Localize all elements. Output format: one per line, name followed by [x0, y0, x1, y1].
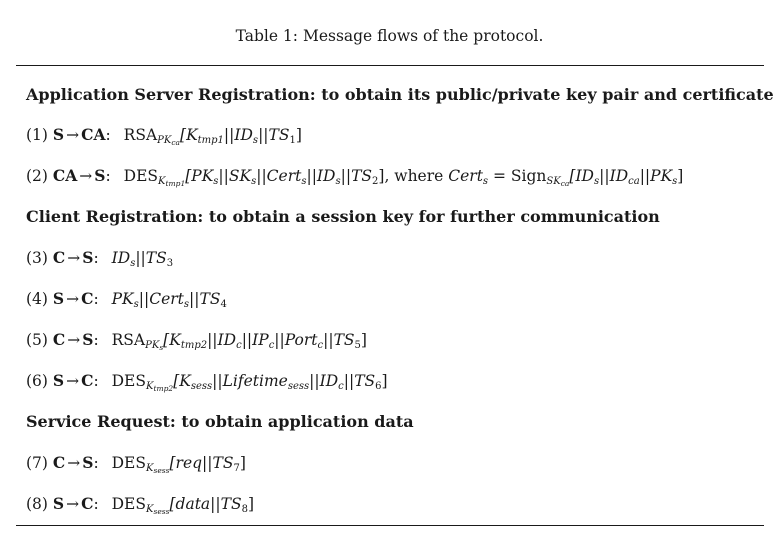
sender: S	[52, 125, 65, 144]
arrow: →	[66, 372, 80, 390]
receiver: S	[82, 248, 94, 267]
receiver: S	[94, 166, 106, 185]
top-rule	[16, 65, 764, 66]
message-expression: RSAPKs[Ktmp2||IDc||IPc||Portc||TS5]	[111, 331, 367, 352]
flow-row-7: (7) C → S: DESKsess[req||TS7]	[26, 453, 246, 475]
flow-number: (4)	[26, 290, 48, 308]
flow-number: (3)	[26, 249, 48, 267]
flow-row-1: (1) S → CA: RSAPKca[Ktmp1||IDs||TS1]	[26, 125, 302, 147]
table-caption: Table 1: Message flows of the protocol.	[235, 27, 544, 45]
colon: :	[93, 331, 99, 349]
colon: :	[93, 454, 99, 472]
section-heading-service-request: Service Request: to obtain application d…	[26, 412, 414, 431]
sender: CA	[52, 166, 78, 185]
flow-row-4: (4) S → C: PKs||Certs||TS4	[26, 289, 227, 310]
receiver: S	[82, 330, 94, 349]
flow-row-3: (3) C → S: IDs||TS3	[26, 248, 174, 269]
colon: :	[93, 495, 99, 513]
arrow: →	[66, 495, 80, 513]
receiver: C	[81, 494, 94, 513]
flow-row-6: (6) S → C: DESKtmp2[Ksess||Lifetimesess||I…	[26, 371, 388, 393]
colon: :	[93, 372, 99, 390]
bottom-rule	[16, 525, 764, 526]
receiver: C	[81, 289, 94, 308]
colon: :	[93, 249, 99, 267]
message-expression: RSAPKca[Ktmp1||IDs||TS1]	[123, 126, 302, 147]
sender: C	[52, 248, 66, 267]
receiver: CA	[81, 125, 106, 144]
sender: S	[52, 371, 65, 390]
message-expression: IDs||TS3	[111, 249, 174, 269]
flow-number: (1)	[26, 126, 48, 144]
arrow: →	[66, 126, 80, 144]
sender: C	[52, 453, 66, 472]
colon: :	[93, 290, 99, 308]
section-heading-app-server: Application Server Registration: to obta…	[26, 85, 774, 104]
message-expression: DESKtmp1[PKs||SKs||Certs||IDs||TS2], whe…	[123, 167, 684, 188]
colon: :	[105, 126, 111, 144]
receiver: C	[81, 371, 94, 390]
sender: C	[52, 330, 66, 349]
arrow: →	[67, 454, 81, 472]
arrow: →	[67, 249, 81, 267]
message-expression: DESKsess[req||TS7]	[111, 454, 246, 475]
flow-row-5: (5) C → S: RSAPKs[Ktmp2||IDc||IPc||Portc||…	[26, 330, 367, 352]
section-heading-client-registration: Client Registration: to obtain a session…	[26, 207, 660, 226]
flow-number: (2)	[26, 167, 48, 185]
flow-number: (8)	[26, 495, 48, 513]
message-expression: PKs||Certs||TS4	[111, 290, 227, 310]
message-expression: DESKsess[data||TS8]	[111, 495, 255, 516]
flow-number: (5)	[26, 331, 48, 349]
receiver: S	[82, 453, 94, 472]
sender: S	[52, 494, 65, 513]
flow-number: (7)	[26, 454, 48, 472]
arrow: →	[66, 290, 80, 308]
arrow: →	[79, 167, 93, 185]
flow-number: (6)	[26, 372, 48, 390]
colon: :	[105, 167, 111, 185]
flow-row-8: (8) S → C: DESKsess[data||TS8]	[26, 494, 255, 516]
sender: S	[52, 289, 65, 308]
message-expression: DESKtmp2[Ksess||Lifetimesess||IDc||TS6]	[111, 372, 388, 393]
flow-row-2: (2) CA → S: DESKtmp1[PKs||SKs||Certs||IDs|…	[26, 166, 684, 188]
arrow: →	[67, 331, 81, 349]
